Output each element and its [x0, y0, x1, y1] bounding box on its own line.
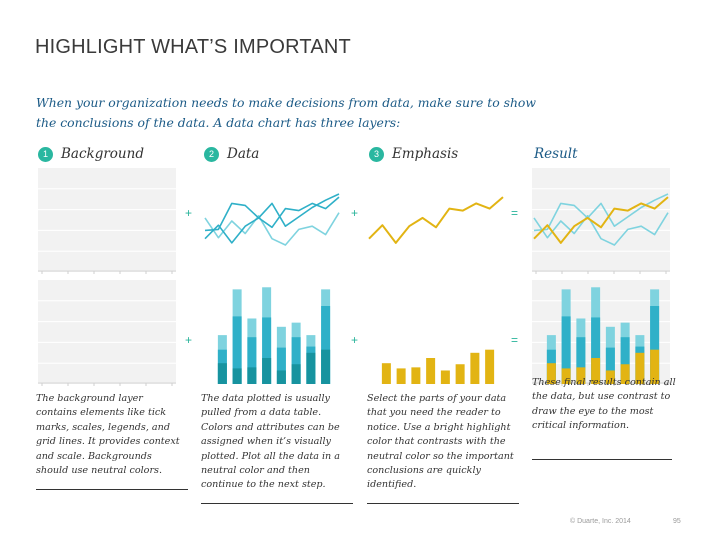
- chart-background: [532, 168, 670, 272]
- plus-operator: +: [185, 333, 193, 347]
- bar-highlight: [217, 363, 227, 384]
- column-label-result: Result: [534, 146, 578, 162]
- bar-highlight: [620, 364, 630, 384]
- bar-mid: [262, 317, 272, 384]
- bar-mid: [650, 306, 660, 384]
- series-line-line-c: [533, 196, 669, 244]
- bar-highlight: [455, 364, 465, 384]
- bar-highlight: [232, 368, 242, 384]
- column-header-result: Result: [534, 144, 578, 164]
- bar-highlight: [546, 363, 556, 384]
- line-result-svg: [532, 168, 670, 274]
- bar-data-svg: [217, 287, 331, 384]
- bar-mid: [620, 337, 630, 384]
- column-header-background: 1 Background: [38, 144, 144, 164]
- bar-result-svg: [532, 280, 670, 386]
- divider-line: [532, 459, 672, 460]
- bar-mid: [276, 347, 286, 384]
- bar-highlight: [470, 352, 480, 384]
- line-background-panel: [38, 168, 176, 274]
- bar-highlight: [635, 352, 645, 384]
- step-number-1: 1: [38, 146, 53, 162]
- result-description: These final results contain all the data…: [532, 377, 676, 432]
- line-background-svg: [38, 168, 176, 274]
- column-label-data: Data: [227, 146, 260, 162]
- step-number-3: 3: [369, 146, 384, 162]
- series-line-line-c: [368, 196, 504, 244]
- bar-highlight: [291, 364, 301, 384]
- copyright-text: © Duarte, Inc. 2014: [570, 518, 631, 525]
- bar-background-svg: [38, 280, 176, 386]
- bar-emphasis-svg: [381, 349, 495, 384]
- bar-highlight: [262, 358, 272, 384]
- column-label-background: Background: [61, 146, 144, 162]
- data-description: The data plotted is usually pulled from …: [201, 393, 340, 491]
- bar-highlight: [381, 363, 391, 384]
- bar-highlight: [485, 349, 495, 384]
- bar-highlight: [440, 370, 450, 384]
- bar-mid: [561, 316, 571, 384]
- series-line-line-a: [533, 212, 669, 246]
- divider-line: [201, 503, 353, 504]
- bar-mid: [591, 317, 601, 384]
- line-data-svg: [204, 193, 340, 246]
- bar-background-panel: [38, 280, 176, 386]
- line-result-panel: [532, 168, 670, 274]
- series-line-line-b: [204, 193, 340, 232]
- bar-highlight: [276, 370, 286, 384]
- bar-emphasis-panel: [367, 280, 505, 384]
- page-number: 95: [673, 518, 681, 525]
- page-title: HIGHLIGHT WHAT’S IMPORTANT: [35, 36, 351, 58]
- chart-background: [38, 280, 176, 384]
- bar-highlight: [321, 349, 331, 384]
- line-emphasis-panel: [367, 168, 505, 272]
- bar-highlight: [411, 367, 421, 384]
- column-label-emphasis: Emphasis: [392, 146, 459, 162]
- bar-highlight: [561, 368, 571, 384]
- plus-operator: +: [351, 333, 359, 347]
- line-data-panel: [203, 168, 341, 272]
- bar-highlight: [576, 367, 586, 384]
- bar-highlight: [247, 367, 257, 384]
- bar-mid: [247, 337, 257, 384]
- bar-highlight: [650, 349, 660, 384]
- background-description: The background layer contains elements l…: [36, 393, 180, 477]
- step-number-2: 2: [204, 146, 219, 162]
- column-header-emphasis: 3 Emphasis: [369, 144, 458, 164]
- bar-highlight: [396, 368, 406, 384]
- series-line-line-c: [204, 196, 340, 244]
- plus-operator: +: [351, 206, 359, 220]
- column-header-data: 2 Data: [204, 144, 259, 164]
- bar-highlight: [605, 370, 615, 384]
- subtitle: When your organization needs to make dec…: [36, 95, 536, 130]
- divider-line: [36, 489, 188, 490]
- line-emphasis-svg: [368, 196, 504, 244]
- bar-highlight: [591, 358, 601, 384]
- equals-operator: =: [511, 206, 519, 220]
- divider-line: [367, 503, 519, 504]
- emphasis-description: Select the parts of your data that you n…: [367, 393, 514, 491]
- bar-result-panel: [532, 280, 670, 386]
- plus-operator: +: [185, 206, 193, 220]
- bar-mid: [605, 347, 615, 384]
- chart-background: [38, 168, 176, 272]
- bar-mid: [232, 316, 242, 384]
- bar-highlight: [306, 352, 316, 384]
- equals-operator: =: [511, 333, 519, 347]
- bar-mid: [576, 337, 586, 384]
- series-line-line-a: [204, 212, 340, 246]
- bar-data-panel: [203, 280, 341, 384]
- bar-mid: [291, 337, 301, 384]
- bar-mid: [321, 306, 331, 384]
- bar-highlight: [426, 358, 436, 384]
